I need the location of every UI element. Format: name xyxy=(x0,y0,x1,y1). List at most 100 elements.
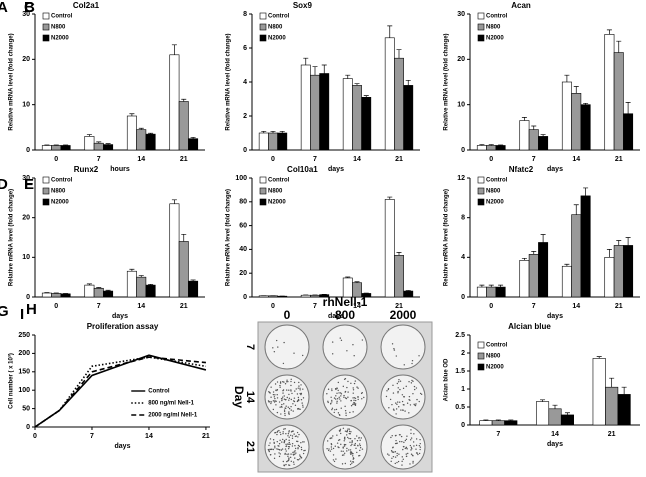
legend-swatch xyxy=(42,176,50,184)
speckle xyxy=(302,404,304,407)
speckle xyxy=(336,434,338,436)
speckle xyxy=(269,401,271,403)
y-tick-label: 100 xyxy=(235,175,247,182)
x-tick-label: 21 xyxy=(615,303,623,310)
speckle xyxy=(391,343,394,345)
bar xyxy=(60,145,71,151)
speckle xyxy=(275,339,278,342)
speckle xyxy=(284,407,286,409)
x-axis-label: days xyxy=(547,313,563,320)
speckle xyxy=(334,388,337,390)
speckle xyxy=(331,353,334,355)
speckle xyxy=(271,448,273,450)
y-tick-label: 20 xyxy=(457,56,465,63)
y-tick-label: 2.5 xyxy=(455,332,465,339)
bar xyxy=(188,280,199,298)
error-bar xyxy=(564,74,570,82)
legend-swatch xyxy=(477,176,485,184)
error-bar xyxy=(171,199,177,204)
speckle xyxy=(402,404,405,406)
speckle xyxy=(391,457,393,460)
error-bar xyxy=(345,276,351,278)
speckle xyxy=(397,381,400,383)
speckle xyxy=(302,406,304,408)
speckle xyxy=(410,453,413,455)
speckle xyxy=(294,447,297,450)
speckle xyxy=(286,460,288,463)
speckle xyxy=(405,453,407,455)
speckle xyxy=(289,443,291,445)
speckle xyxy=(273,442,275,445)
speckle xyxy=(412,441,415,443)
bar xyxy=(495,286,506,298)
bar xyxy=(145,284,156,298)
speckle xyxy=(359,439,361,442)
speckle xyxy=(346,447,348,450)
well xyxy=(322,374,368,420)
y-axis-label: Relative mRNA level (fold change) xyxy=(226,189,232,286)
x-tick-label: 7 xyxy=(97,156,101,163)
error-bar xyxy=(625,237,631,246)
speckle xyxy=(415,448,417,450)
chart-title: Nfatc2 xyxy=(509,165,534,174)
bar xyxy=(342,277,353,298)
y-tick-label: 10 xyxy=(22,102,30,109)
speckle xyxy=(288,412,290,414)
speckle xyxy=(395,355,397,357)
speckle xyxy=(287,455,289,458)
y-tick-label: 2 xyxy=(461,350,465,357)
speckle xyxy=(396,461,398,464)
speckle xyxy=(388,454,390,456)
speckle xyxy=(327,449,330,452)
speckle xyxy=(397,387,399,389)
speckle xyxy=(333,397,336,399)
bar xyxy=(145,133,156,151)
speckle xyxy=(280,449,283,451)
speckle xyxy=(287,435,289,437)
speckle xyxy=(292,453,294,456)
speckle xyxy=(329,450,332,452)
speckle xyxy=(272,391,275,393)
bar xyxy=(592,358,606,426)
speckle xyxy=(340,443,342,446)
bar xyxy=(403,85,414,151)
speckle xyxy=(297,440,299,443)
y-tick-label: 0 xyxy=(26,424,30,431)
speckle xyxy=(353,402,356,404)
bar xyxy=(319,73,330,151)
error-bar xyxy=(171,44,177,55)
speckle xyxy=(290,453,292,455)
speckle xyxy=(288,389,290,391)
speckle xyxy=(411,362,413,365)
speckle xyxy=(293,463,295,465)
speckle xyxy=(336,402,338,404)
speckle xyxy=(346,429,349,432)
y-tick-label: 0.5 xyxy=(455,404,465,411)
speckle xyxy=(403,364,405,366)
speckle xyxy=(272,393,275,396)
speckle xyxy=(294,453,296,455)
error-bar xyxy=(138,127,144,130)
speckle xyxy=(410,429,412,431)
speckle xyxy=(269,448,271,451)
speckle xyxy=(395,413,397,415)
speckle xyxy=(352,457,355,459)
legend-swatch xyxy=(42,23,50,31)
speckle xyxy=(292,410,294,412)
speckle xyxy=(285,405,287,407)
legend-label: Control xyxy=(51,14,73,20)
legend-swatch xyxy=(477,352,485,360)
speckle xyxy=(419,448,421,451)
speckle xyxy=(408,395,411,398)
y-tick-label: 250 xyxy=(18,332,30,339)
bar xyxy=(486,145,497,151)
legend-swatch xyxy=(259,198,267,206)
speckle xyxy=(354,380,357,382)
error-bar xyxy=(354,83,360,86)
speckle xyxy=(413,433,415,435)
speckle xyxy=(393,349,396,351)
speckle xyxy=(292,403,294,405)
bar xyxy=(548,408,562,426)
speckle xyxy=(415,444,418,447)
